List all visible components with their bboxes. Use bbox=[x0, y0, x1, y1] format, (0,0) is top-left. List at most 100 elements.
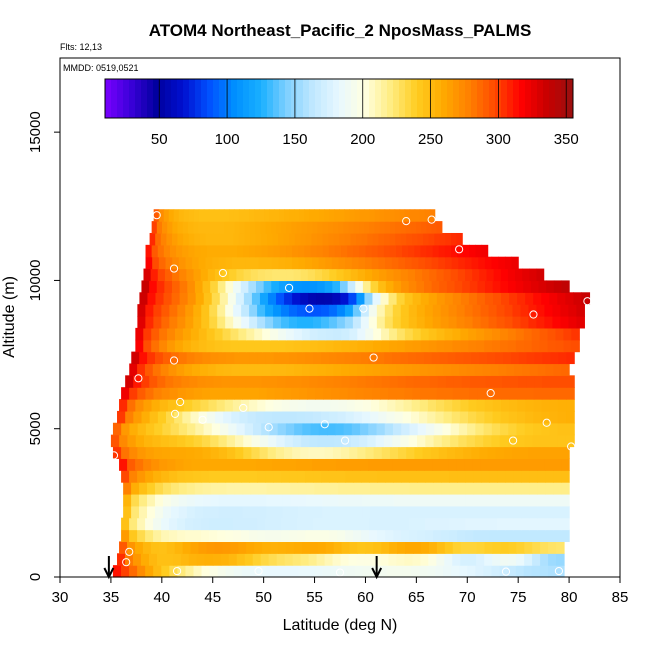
heatmap-cell bbox=[349, 327, 358, 341]
heatmap-cell bbox=[347, 280, 356, 293]
heatmap-cell bbox=[404, 363, 413, 376]
heatmap-cell bbox=[354, 505, 363, 519]
heatmap-cell bbox=[351, 422, 361, 436]
heatmap-cell bbox=[341, 327, 350, 341]
heatmap-cell bbox=[354, 565, 364, 578]
heatmap-cell bbox=[193, 387, 203, 400]
heatmap-cell bbox=[201, 316, 210, 329]
heatmap-cell bbox=[208, 209, 215, 222]
heatmap-cell bbox=[428, 541, 438, 554]
heatmap-cell bbox=[324, 292, 333, 305]
y-axis-label: Altitude (m) bbox=[1, 276, 18, 358]
heatmap-cell bbox=[474, 363, 484, 376]
heatmap-cell bbox=[425, 493, 435, 507]
x-tick-label: 65 bbox=[408, 589, 425, 606]
observation-marker bbox=[264, 423, 273, 432]
heatmap-cell bbox=[557, 410, 567, 424]
heatmap-cell bbox=[233, 232, 240, 246]
heatmap-cell bbox=[416, 316, 426, 329]
heatmap-cell bbox=[417, 482, 427, 495]
heatmap-cell bbox=[476, 410, 485, 424]
heatmap-cell bbox=[194, 446, 204, 459]
heatmap-cell bbox=[544, 304, 554, 317]
heatmap-cell bbox=[203, 209, 210, 222]
heatmap-cell bbox=[177, 387, 187, 400]
heatmap-cell bbox=[457, 268, 466, 282]
heatmap-cell bbox=[433, 470, 442, 483]
heatmap-cell bbox=[558, 375, 567, 388]
colorbar-segment bbox=[525, 79, 532, 118]
heatmap-cell bbox=[217, 280, 227, 293]
heatmap-cell bbox=[541, 434, 550, 448]
heatmap-cell bbox=[265, 399, 275, 412]
heatmap-cell bbox=[489, 493, 499, 507]
heatmap-cell bbox=[158, 541, 168, 554]
heatmap-cell bbox=[369, 209, 376, 222]
heatmap-cell bbox=[183, 232, 190, 246]
heatmap-cell bbox=[292, 434, 302, 448]
heatmap-cell bbox=[465, 505, 475, 519]
heatmap-cell bbox=[248, 280, 257, 293]
heatmap-cell bbox=[539, 327, 549, 341]
colorbar-segment bbox=[327, 79, 334, 118]
colorbar: 50 100 150 200 250 300 350 bbox=[104, 78, 579, 148]
heatmap-cell bbox=[262, 327, 271, 341]
heatmap-cell bbox=[210, 493, 220, 507]
heatmap-cell bbox=[425, 482, 435, 495]
heatmap-cell bbox=[296, 410, 306, 424]
heatmap-cell bbox=[265, 316, 274, 329]
heatmap-cell bbox=[317, 232, 324, 246]
heatmap-cell bbox=[475, 422, 485, 436]
heatmap-cell bbox=[241, 304, 250, 317]
heatmap-cell bbox=[112, 565, 122, 578]
heatmap-cell bbox=[400, 304, 410, 317]
heatmap-cell bbox=[370, 410, 379, 424]
heatmap-cell bbox=[491, 422, 501, 436]
heatmap-cell bbox=[443, 363, 452, 376]
heatmap-cell bbox=[309, 209, 315, 222]
heatmap-cell bbox=[491, 434, 501, 448]
heatmap-cell bbox=[152, 256, 160, 270]
heatmap-cell bbox=[361, 410, 371, 424]
heatmap-cell bbox=[207, 458, 217, 471]
heatmap-cell bbox=[258, 256, 266, 270]
heatmap-cell bbox=[405, 221, 412, 234]
heatmap-cell bbox=[357, 375, 367, 388]
heatmap-cell bbox=[441, 493, 451, 507]
heatmap-cell bbox=[182, 410, 192, 424]
heatmap-cell bbox=[466, 434, 476, 448]
heatmap-cell bbox=[452, 387, 462, 400]
heatmap-cell bbox=[553, 493, 562, 507]
heatmap-cell bbox=[205, 232, 212, 246]
heatmap-cell bbox=[500, 268, 509, 282]
heatmap-cell bbox=[487, 351, 496, 365]
heatmap-cell bbox=[154, 493, 164, 507]
heatmap-cell bbox=[245, 256, 253, 270]
observation-marker bbox=[542, 418, 551, 427]
heatmap-cell bbox=[563, 339, 572, 353]
heatmap-cell bbox=[477, 375, 487, 388]
heatmap-cell bbox=[276, 292, 285, 305]
heatmap-cell bbox=[309, 434, 319, 448]
heatmap-cell bbox=[297, 529, 306, 543]
heatmap-cell bbox=[210, 434, 220, 448]
heatmap-cell bbox=[237, 375, 247, 388]
heatmap-cell bbox=[308, 553, 318, 566]
heatmap-cell bbox=[271, 256, 280, 270]
heatmap-cell bbox=[231, 458, 241, 471]
heatmap-cell bbox=[305, 304, 314, 317]
heatmap-cell bbox=[356, 553, 366, 566]
heatmap-cell bbox=[500, 327, 509, 341]
heatmap-cell bbox=[241, 565, 251, 578]
heatmap-cell bbox=[194, 505, 204, 519]
heatmap-cell bbox=[156, 221, 163, 234]
heatmap-cell bbox=[145, 517, 154, 531]
observation-marker bbox=[455, 245, 464, 254]
colorbar-segment bbox=[351, 79, 358, 118]
heatmap-cell bbox=[417, 505, 427, 519]
colorbar-segment bbox=[411, 79, 418, 118]
heatmap-cell bbox=[324, 553, 334, 566]
heatmap-cell bbox=[521, 517, 530, 531]
heatmap-cell bbox=[199, 458, 209, 471]
heatmap-cell bbox=[463, 351, 472, 365]
